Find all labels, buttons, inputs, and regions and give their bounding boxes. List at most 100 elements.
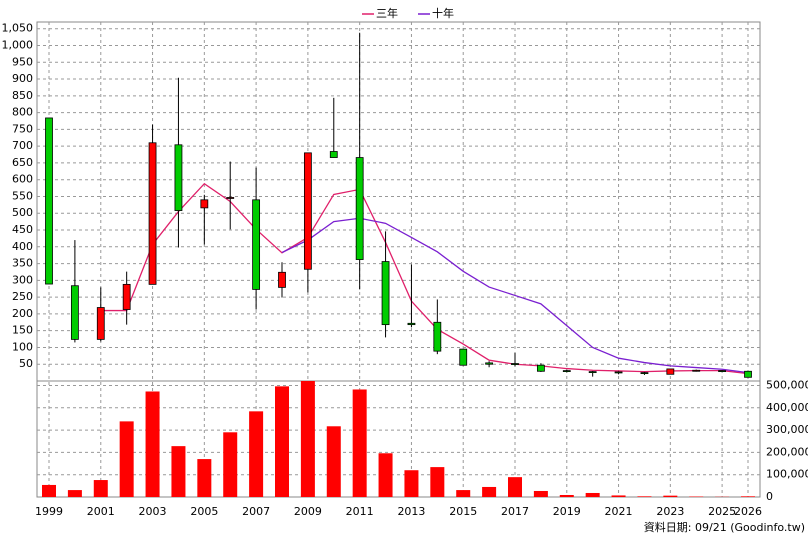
y-tick-label: 600 bbox=[12, 173, 33, 186]
volume-bar bbox=[353, 389, 367, 497]
y-tick-label: 850 bbox=[12, 89, 33, 102]
y-tick-label: 900 bbox=[12, 72, 33, 85]
x-tick-label: 2003 bbox=[139, 505, 167, 518]
candle-body bbox=[97, 308, 104, 340]
candle-body bbox=[71, 286, 78, 340]
y-tick-label: 550 bbox=[12, 189, 33, 202]
y-tick-label: 300 bbox=[12, 273, 33, 286]
y-tick-label: 500 bbox=[12, 206, 33, 219]
candle-body bbox=[512, 364, 519, 365]
candle-body bbox=[486, 363, 493, 364]
y2-tick-label: 100,000 bbox=[766, 468, 808, 481]
candle-body bbox=[408, 323, 415, 324]
candle-body bbox=[279, 272, 286, 287]
volume-bar bbox=[275, 386, 289, 497]
y-tick-label: 650 bbox=[12, 156, 33, 169]
x-tick-label: 2001 bbox=[87, 505, 115, 518]
y-tick-label: 200 bbox=[12, 307, 33, 320]
candle-body bbox=[563, 371, 570, 372]
y-tick-label: 250 bbox=[12, 290, 33, 303]
volume-bar bbox=[508, 477, 522, 497]
candle-body bbox=[667, 369, 674, 374]
candle-body bbox=[693, 370, 700, 371]
candle-body bbox=[537, 365, 544, 371]
y-tick-label: 800 bbox=[12, 106, 33, 119]
candle-body bbox=[356, 158, 363, 260]
volume-bar bbox=[482, 487, 496, 497]
volume-bar bbox=[637, 496, 651, 497]
candle-body bbox=[382, 262, 389, 325]
candle-body bbox=[641, 373, 648, 374]
x-tick-label: 2007 bbox=[242, 505, 270, 518]
y-tick-label: 1,050 bbox=[2, 22, 34, 35]
candle-body bbox=[253, 200, 260, 290]
volume-bar bbox=[741, 496, 755, 497]
footnote: 資料日期: 09/21 (Goodinfo.tw) bbox=[644, 520, 805, 534]
y2-tick-label: 400,000 bbox=[766, 401, 808, 414]
y2-tick-label: 200,000 bbox=[766, 445, 808, 458]
volume-bar bbox=[68, 490, 82, 497]
y-tick-label: 400 bbox=[12, 240, 33, 253]
volume-bar bbox=[404, 470, 418, 497]
volume-bar bbox=[197, 459, 211, 497]
volume-bar bbox=[249, 411, 263, 497]
volume-bar bbox=[94, 480, 108, 497]
candle-body bbox=[615, 372, 622, 373]
y2-tick-label: 0 bbox=[766, 490, 773, 503]
volume-bar bbox=[327, 426, 341, 497]
x-tick-label: 2009 bbox=[294, 505, 322, 518]
volume-bar bbox=[379, 453, 393, 497]
candle-body bbox=[304, 153, 311, 269]
volume-bar bbox=[612, 495, 626, 497]
x-tick-label: 2023 bbox=[656, 505, 684, 518]
volume-bar bbox=[430, 467, 444, 497]
x-tick-label: 2017 bbox=[501, 505, 529, 518]
y-tick-label: 1,000 bbox=[2, 38, 34, 51]
candle-body bbox=[330, 152, 337, 158]
y-tick-label: 50 bbox=[19, 357, 33, 370]
candle-body bbox=[175, 145, 182, 211]
x-tick-label: 1999 bbox=[35, 505, 63, 518]
x-tick-label: 2015 bbox=[449, 505, 477, 518]
y-tick-label: 950 bbox=[12, 55, 33, 68]
candle-body bbox=[227, 197, 234, 198]
candle-body bbox=[745, 371, 752, 377]
y-tick-label: 750 bbox=[12, 122, 33, 135]
volume-bar bbox=[146, 391, 160, 497]
x-tick-label: 2013 bbox=[397, 505, 425, 518]
y2-tick-label: 300,000 bbox=[766, 423, 808, 436]
x-tick-label: 2005 bbox=[190, 505, 218, 518]
volume-bar bbox=[560, 495, 574, 497]
candle-body bbox=[149, 143, 156, 285]
x-tick-label: 2011 bbox=[346, 505, 374, 518]
x-tick-label: 2026 bbox=[734, 505, 762, 518]
candle-body bbox=[434, 322, 441, 351]
y2-tick-label: 500,000 bbox=[766, 378, 808, 391]
candle-body bbox=[123, 284, 130, 309]
candle-body bbox=[719, 371, 726, 372]
volume-bar bbox=[42, 485, 56, 497]
volume-bar bbox=[534, 491, 548, 497]
x-tick-label: 2025 bbox=[708, 505, 736, 518]
legend-label: 十年 bbox=[432, 6, 454, 20]
y-tick-label: 350 bbox=[12, 257, 33, 270]
volume-bar bbox=[171, 446, 185, 497]
volume-bar bbox=[663, 496, 677, 497]
volume-bar bbox=[301, 381, 315, 497]
y-tick-label: 700 bbox=[12, 139, 33, 152]
candle-body bbox=[460, 349, 467, 365]
candle-body bbox=[201, 200, 208, 208]
plot-frame bbox=[37, 22, 760, 497]
y-tick-label: 100 bbox=[12, 340, 33, 353]
candle-body bbox=[46, 118, 53, 284]
volume-bar bbox=[120, 421, 134, 497]
x-tick-label: 2021 bbox=[605, 505, 633, 518]
candle-body bbox=[589, 372, 596, 373]
legend-label: 三年 bbox=[376, 6, 398, 20]
x-tick-label: 2019 bbox=[553, 505, 581, 518]
volume-bar bbox=[223, 432, 237, 497]
volume-bar bbox=[586, 493, 600, 497]
y-tick-label: 150 bbox=[12, 324, 33, 337]
y-tick-label: 450 bbox=[12, 223, 33, 236]
